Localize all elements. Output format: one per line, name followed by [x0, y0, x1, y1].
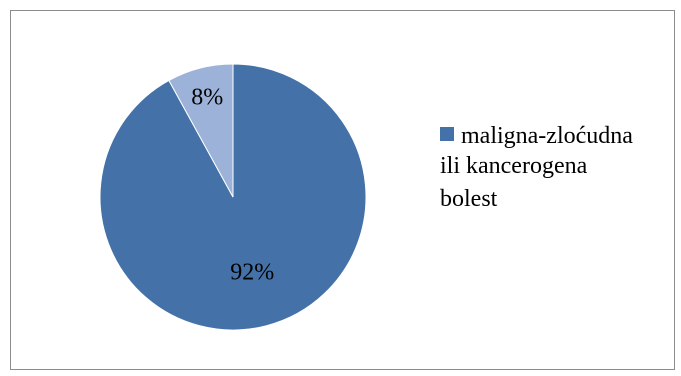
legend-label-line-2: ili kancerogena — [440, 153, 588, 179]
legend-label-line-3: bolest — [440, 186, 498, 212]
pie-slice-2 — [168, 63, 234, 198]
pie-slices — [99, 63, 367, 331]
legend: maligna-zloćudna ili kancerogena bolest — [440, 123, 633, 212]
legend-label-line-1: maligna-zloćudna — [461, 123, 633, 149]
pie-slice-1 — [99, 63, 367, 331]
pie-data-labels: 92% 8% — [191, 85, 274, 286]
data-label-slice-2: 8% — [191, 85, 223, 111]
data-label-slice-1: 92% — [230, 260, 274, 286]
legend-marker — [440, 127, 454, 141]
